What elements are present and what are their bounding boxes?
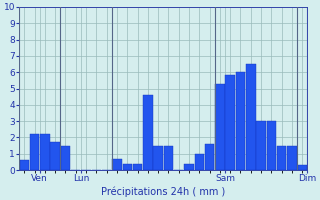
Bar [133,164,142,170]
Bar [40,134,50,170]
Bar [123,164,132,170]
Bar [246,64,255,170]
Bar [298,165,307,170]
Bar [20,160,29,170]
Bar [51,142,60,170]
Bar [267,121,276,170]
Bar [164,146,173,170]
Bar [236,72,245,170]
Bar [61,146,70,170]
Bar [226,75,235,170]
Bar [277,146,286,170]
Bar [195,154,204,170]
Bar [143,95,153,170]
Bar [184,164,194,170]
Bar [287,146,297,170]
Bar [30,134,39,170]
Bar [112,159,122,170]
Bar [205,144,214,170]
X-axis label: Précipitations 24h ( mm ): Précipitations 24h ( mm ) [101,186,225,197]
Bar [153,146,163,170]
Bar [215,84,225,170]
Bar [256,121,266,170]
